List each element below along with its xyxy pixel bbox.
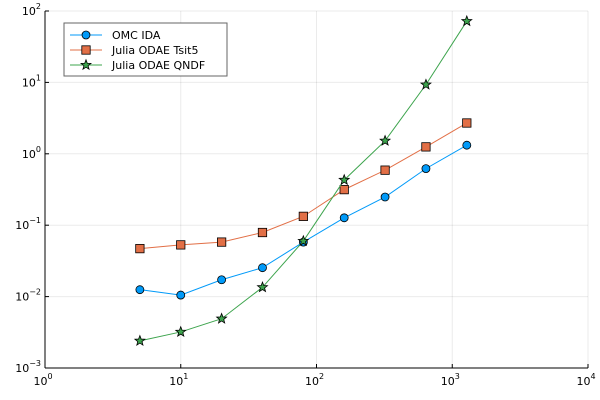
legend-marker-circle xyxy=(81,30,91,40)
data-point xyxy=(176,240,186,250)
legend-label: Julia ODAE Tsit5 xyxy=(111,44,198,57)
x-tick-label: 102 xyxy=(305,372,324,388)
axes xyxy=(44,10,589,369)
data-point xyxy=(421,164,431,174)
data-point xyxy=(256,280,269,293)
data-point xyxy=(339,213,349,223)
data-point xyxy=(217,237,227,247)
data-point xyxy=(379,134,392,146)
legend-label: OMC IDA xyxy=(112,29,161,42)
data-point xyxy=(297,234,310,247)
data-point xyxy=(133,334,146,346)
data-point xyxy=(135,285,145,295)
data-point xyxy=(380,165,390,175)
y-tick-label: 10−1 xyxy=(15,216,41,232)
legend-label: Julia ODAE QNDF xyxy=(111,59,205,72)
series-square xyxy=(135,118,472,254)
y-tick-label: 100 xyxy=(22,145,41,161)
series-group xyxy=(133,14,473,346)
legend-marker-star xyxy=(79,58,93,71)
y-tick-label: 102 xyxy=(22,2,41,18)
data-point xyxy=(421,142,431,152)
data-point xyxy=(258,263,267,273)
series-star xyxy=(133,14,473,346)
data-point xyxy=(339,185,349,195)
x-tick-label: 104 xyxy=(576,372,595,388)
data-point xyxy=(257,227,268,238)
data-point xyxy=(217,275,227,285)
y-tick-label: 101 xyxy=(22,73,41,89)
data-point xyxy=(460,14,473,27)
y-tick-label: 10−3 xyxy=(15,359,41,375)
data-point xyxy=(176,290,186,300)
tick-labels: 100 101 102 103 104 10−3 10−2 10−1 100 101 102 xyxy=(15,2,595,388)
data-point xyxy=(462,118,472,128)
data-point xyxy=(462,140,472,150)
x-tick-label: 103 xyxy=(441,372,460,388)
data-point xyxy=(419,78,432,90)
x-tick-label: 100 xyxy=(33,372,52,388)
x-tick-label: 101 xyxy=(169,372,188,388)
series-line xyxy=(139,122,468,250)
data-point xyxy=(298,211,308,221)
data-point xyxy=(215,312,228,324)
data-point xyxy=(174,325,187,338)
data-point xyxy=(338,173,351,186)
legend-marker-square xyxy=(81,45,91,55)
legend: OMC IDA Julia ODAE Tsit5 Julia ODAE QNDF xyxy=(63,22,228,77)
data-point xyxy=(380,192,390,202)
data-point xyxy=(135,244,145,254)
y-tick-label: 10−2 xyxy=(15,288,41,304)
